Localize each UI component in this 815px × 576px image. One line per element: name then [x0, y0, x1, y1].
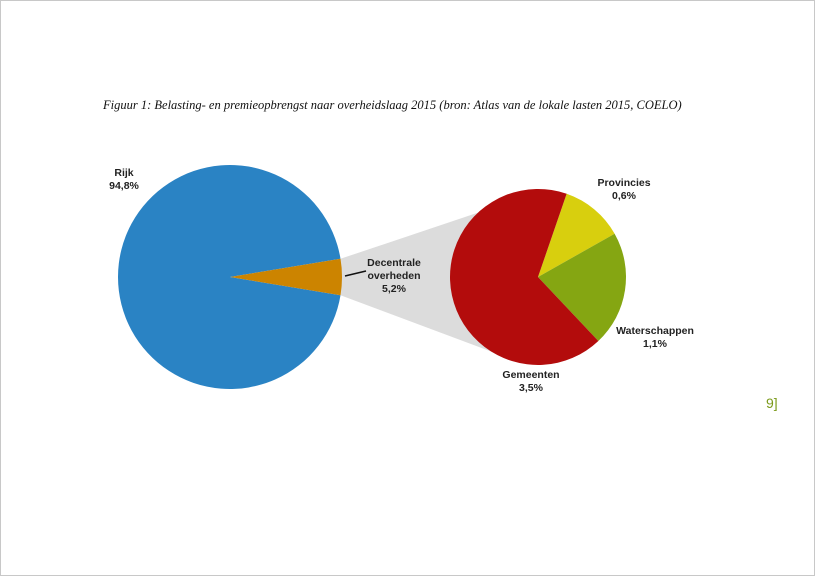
slice-label: Decentrale overheden: [367, 257, 421, 282]
slice-label: Gemeenten: [502, 369, 560, 381]
slice-value-label: 94,8%: [109, 180, 139, 192]
pie-slice: [538, 233, 626, 342]
slice-value-label: 0,6%: [612, 190, 636, 202]
slice-label: Provincies: [597, 177, 651, 189]
slice-label: Waterschappen: [616, 325, 694, 337]
pie-slice: [538, 193, 615, 277]
chart-title: Figuur 1: Belasting- en premieopbrengst …: [103, 98, 682, 112]
page-number: 9]: [766, 395, 778, 411]
slice-value-label: 1,1%: [643, 338, 667, 350]
pie-slice: [230, 258, 342, 296]
slice-value-label: 3,5%: [519, 382, 543, 394]
pie-slice: [450, 189, 599, 366]
connector: [340, 212, 492, 352]
slice-value-label: 5,2%: [382, 283, 406, 295]
slice-label: Rijk: [114, 167, 134, 179]
leader-line: [344, 270, 367, 277]
pie-slice: [118, 165, 341, 390]
